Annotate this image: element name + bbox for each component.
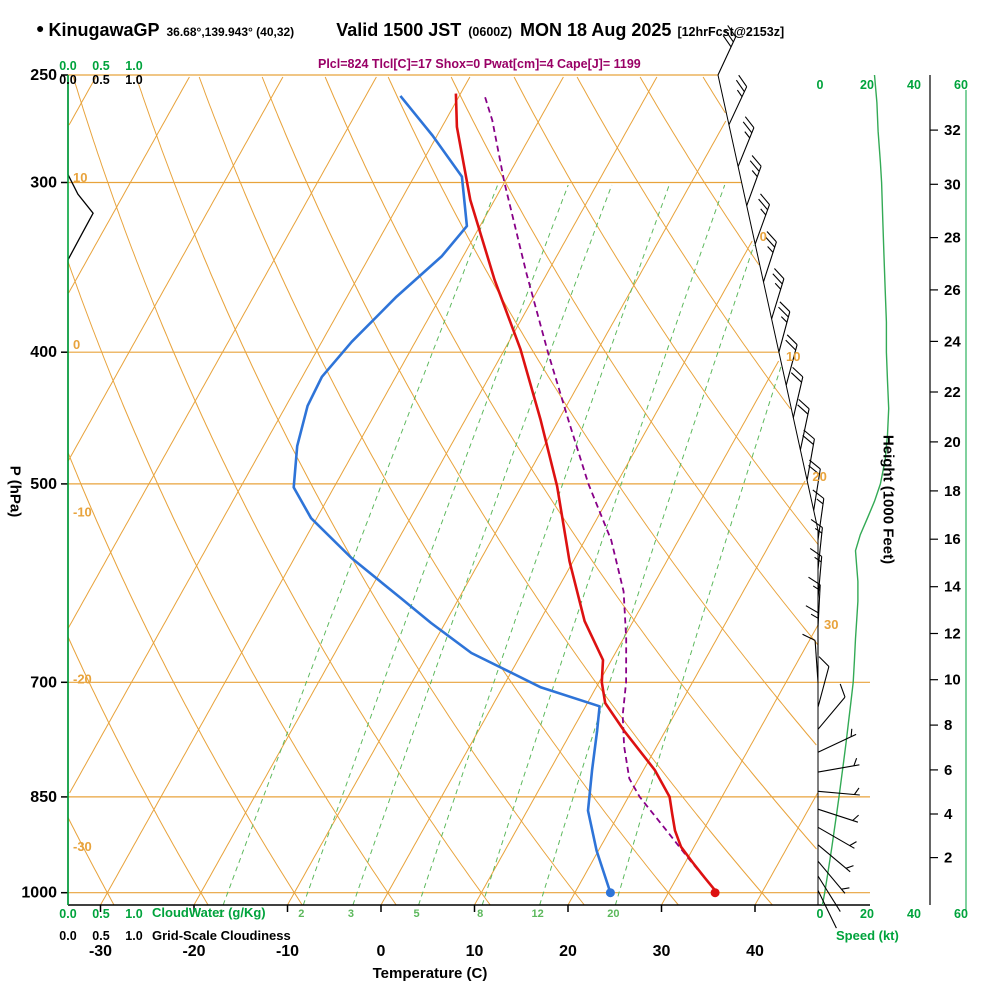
svg-text:-20: -20: [182, 943, 205, 960]
svg-text:250: 250: [30, 67, 57, 84]
svg-text:30: 30: [653, 943, 671, 960]
svg-text:0.0: 0.0: [59, 929, 76, 943]
temperature-curve: [454, 93, 719, 894]
svg-text:0: 0: [73, 337, 80, 352]
svg-text:0: 0: [760, 229, 767, 244]
pressure-axis-label: P (hPa): [6, 465, 24, 518]
svg-text:12: 12: [532, 908, 544, 920]
dewpoint-curve: [292, 95, 612, 894]
station-coords: 36.68°,139.943° (40,32): [166, 25, 295, 39]
svg-text:8: 8: [944, 717, 952, 734]
svg-text:18: 18: [944, 483, 961, 500]
svg-text:700: 700: [30, 674, 57, 691]
svg-text:28: 28: [944, 230, 961, 247]
svg-text:16: 16: [944, 531, 961, 548]
svg-text:-10: -10: [276, 943, 299, 960]
svg-text:60: 60: [954, 78, 968, 92]
svg-text:-30: -30: [73, 839, 92, 854]
svg-text:10: 10: [944, 672, 961, 689]
svg-text:12: 12: [944, 626, 961, 643]
surface-dots: [605, 888, 720, 898]
svg-text:20: 20: [559, 943, 577, 960]
svg-text:400: 400: [30, 344, 57, 361]
svg-text:0.0: 0.0: [59, 59, 76, 73]
svg-text:-30: -30: [89, 943, 112, 960]
svg-text:3: 3: [348, 908, 354, 920]
svg-text:30: 30: [824, 617, 838, 632]
svg-text:-20: -20: [73, 672, 92, 687]
svg-text:1.0: 1.0: [125, 929, 142, 943]
svg-text:0.5: 0.5: [92, 929, 109, 943]
cloudiness-label: Grid-Scale Cloudiness: [152, 928, 291, 943]
svg-text:14: 14: [944, 579, 961, 596]
svg-text:1.0: 1.0: [125, 73, 142, 87]
svg-text:8: 8: [477, 908, 483, 920]
dry-adiabat-gridlines: [67, 76, 819, 906]
svg-text:20: 20: [860, 907, 874, 921]
cloudiness-profile: [67, 75, 94, 905]
header: ● KinugawaGP 36.68°,139.943° (40,32) Valid …: [36, 20, 784, 41]
svg-text:32: 32: [944, 122, 961, 139]
height-axis-label: Height (1000 Feet): [879, 434, 897, 565]
valid-time: Valid 1500 JST: [336, 20, 462, 40]
svg-text:500: 500: [30, 476, 57, 493]
svg-text:10: 10: [466, 943, 484, 960]
svg-text:1.0: 1.0: [125, 59, 142, 73]
station-bullet-icon: ●: [36, 20, 45, 36]
svg-text:0.5: 0.5: [92, 59, 109, 73]
svg-text:2: 2: [944, 850, 952, 867]
svg-text:40: 40: [907, 907, 921, 921]
svg-text:40: 40: [746, 943, 764, 960]
valid-time-z: (0600Z): [468, 25, 513, 39]
svg-text:0.0: 0.0: [59, 73, 76, 87]
svg-text:6: 6: [944, 762, 952, 779]
svg-text:20: 20: [860, 78, 874, 92]
svg-text:30: 30: [944, 176, 961, 193]
parcel-curve: [483, 93, 718, 894]
svg-text:5: 5: [413, 908, 419, 920]
cloudwater-label: CloudWater (g/Kg): [152, 905, 266, 920]
svg-text:24: 24: [944, 333, 961, 350]
svg-text:850: 850: [30, 789, 57, 806]
forecast-tag: [12hrFcst@2153z]: [677, 25, 785, 39]
mixing-ratio-lines: [222, 184, 782, 906]
svg-text:1: 1: [218, 908, 224, 920]
svg-text:2: 2: [298, 908, 304, 920]
station-name: KinugawaGP: [48, 20, 160, 40]
svg-text:20: 20: [812, 469, 826, 484]
temperature-axis-label: Temperature (C): [372, 965, 488, 982]
svg-text:4: 4: [944, 806, 953, 823]
svg-text:10: 10: [73, 170, 87, 185]
stability-indices: Plcl=824 Tlcl[C]=17 Shox=0 Pwat[cm]=4 Ca…: [318, 57, 641, 71]
svg-text:10: 10: [786, 349, 800, 364]
isobar-gridlines: [68, 74, 870, 894]
svg-text:0.5: 0.5: [92, 907, 109, 921]
svg-text:20: 20: [607, 908, 619, 920]
svg-text:0: 0: [817, 907, 824, 921]
svg-text:-10: -10: [73, 504, 92, 519]
svg-text:1000: 1000: [21, 885, 57, 902]
svg-text:0.5: 0.5: [92, 73, 109, 87]
svg-text:300: 300: [30, 175, 57, 192]
svg-text:60: 60: [954, 907, 968, 921]
svg-text:0.0: 0.0: [59, 907, 76, 921]
isotherm-gridlines: [67, 76, 819, 906]
svg-text:20: 20: [944, 434, 961, 451]
svg-text:22: 22: [944, 384, 961, 401]
valid-date: MON 18 Aug 2025: [520, 20, 672, 40]
wind-speed-profile: [821, 74, 967, 912]
svg-text:0: 0: [377, 943, 386, 960]
wind-barbs: [717, 25, 860, 929]
svg-text:1.0: 1.0: [125, 907, 142, 921]
svg-text:26: 26: [944, 282, 961, 299]
svg-text:0: 0: [817, 78, 824, 92]
svg-text:40: 40: [907, 78, 921, 92]
speed-label: Speed (kt): [836, 928, 899, 943]
